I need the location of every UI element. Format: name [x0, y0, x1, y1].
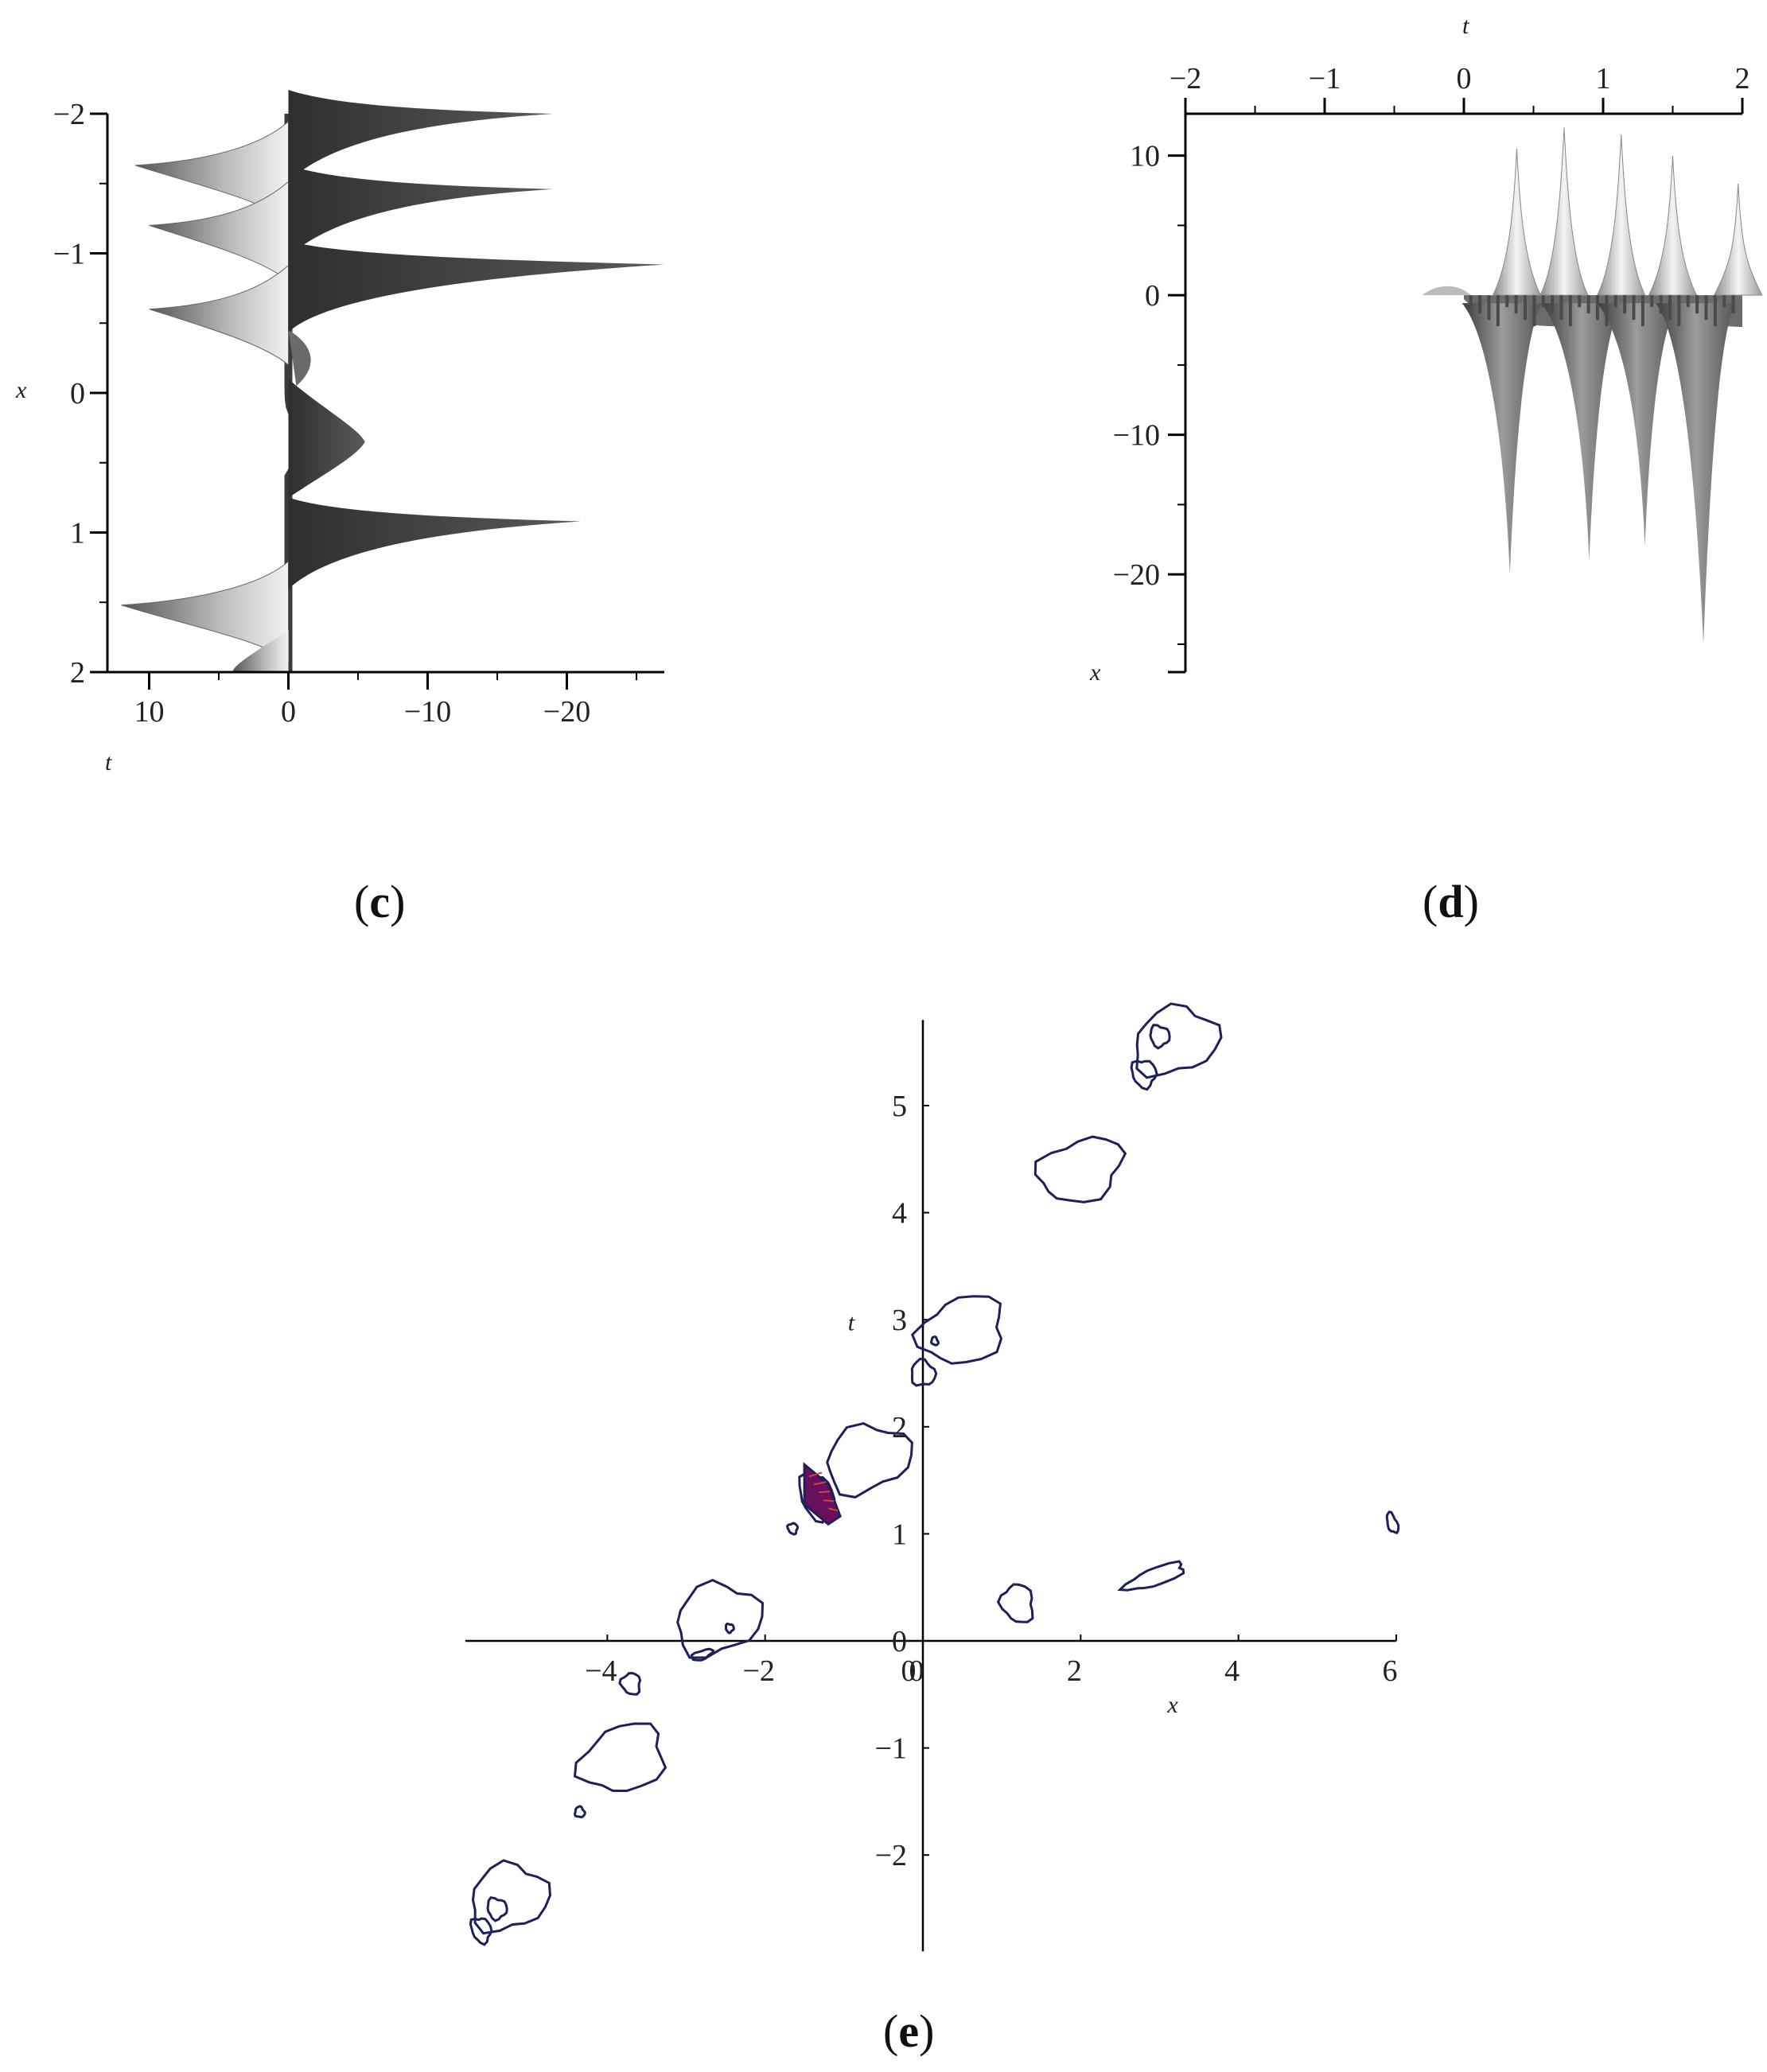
panel-d-x-tick-label: −1 [1309, 62, 1341, 95]
panel-d-x-axis-label: t [1462, 13, 1469, 39]
panel-c-x-tick-label: 0 [281, 695, 296, 729]
panel-e-contour-8 [826, 1422, 913, 1499]
panel-e-x-tick-label: 0 [909, 1654, 924, 1688]
panel-e-y-tick-label: −2 [875, 1839, 907, 1872]
panel-d-spike-down-3 [1597, 303, 1677, 547]
panel-e-contour-5 [910, 1295, 1003, 1365]
panel-e-y-tick-label: 3 [892, 1304, 907, 1337]
panel-c-spike-1 [288, 90, 553, 181]
panel-c-lobe-4 [121, 560, 289, 662]
panel-e-axes: −4 −2 0 2 4 6 0 −2 −1 0 1 2 3 4 5 x t [465, 1020, 1398, 1952]
panel-e-contour-19 [573, 1805, 586, 1819]
panel-e-contour-7 [910, 1357, 938, 1387]
caption-e: (e) [883, 2005, 935, 2057]
panel-d-spike-up-3 [1596, 134, 1646, 296]
panel-e-contour-4 [1033, 1135, 1127, 1203]
panel-c-x-axis-label: t [105, 749, 112, 776]
panel-d-y-tick-label: −10 [1113, 419, 1160, 453]
panel-d-spike-up-1 [1492, 148, 1542, 296]
panel-e-contour-15 [724, 1622, 735, 1635]
panel-d-spike-down-2 [1541, 303, 1621, 561]
panel-d-spike-down-1 [1461, 303, 1542, 575]
panel-d-spike-down-4 [1656, 303, 1735, 644]
panel-c-y-tick-label: 0 [70, 377, 85, 410]
panel-c-bump [288, 379, 365, 498]
panel-d-x-tick-label: −2 [1170, 62, 1201, 95]
panel-c-x-tick-label: −20 [543, 695, 590, 729]
panel-e-contour-3 [1130, 1059, 1158, 1091]
panel-e-y-tick-label: 2 [892, 1411, 907, 1444]
panel-e-contour-17 [618, 1671, 642, 1696]
panel-c-spike-4 [288, 497, 581, 589]
panel-e-dense-contour-line [808, 1471, 823, 1478]
panel-c-bottom-lobe [232, 630, 289, 672]
panel-d-surface [1422, 127, 1763, 644]
panel-e-contour-18 [573, 1722, 667, 1793]
panel-c-x-tick-label: 10 [134, 695, 165, 729]
panel-e-y-tick-label: 4 [892, 1197, 907, 1230]
panel-e-x-tick-label: 2 [1067, 1654, 1082, 1688]
panel-d-y-tick-label: −20 [1113, 558, 1160, 592]
panel-e-contour-1 [1135, 1002, 1223, 1079]
panel-e-y-tick-label: −1 [875, 1732, 907, 1766]
panel-e-contour-16 [690, 1647, 715, 1662]
panel-e-contour-plot: −4 −2 0 2 4 6 0 −2 −1 0 1 2 3 4 5 x t [465, 1002, 1400, 1952]
panel-c-x-tick-label: −10 [404, 695, 451, 729]
panel-e-contours [469, 1002, 1400, 1946]
panel-d-y-tick-label: 10 [1130, 140, 1160, 173]
panel-d-spike-up-2 [1539, 127, 1589, 296]
panel-e-contour-2 [1149, 1024, 1171, 1050]
panel-e-origin-label: 0 [901, 1654, 917, 1688]
panel-c-surface [121, 90, 664, 672]
panel-c-y-tick-label: −1 [53, 238, 85, 271]
caption-c: (c) [354, 876, 406, 927]
panel-e-y-tick-label: 1 [892, 1518, 907, 1551]
panel-e-y-tick-label: 0 [892, 1625, 907, 1658]
panel-d-y-tick-label: 0 [1145, 279, 1160, 313]
panel-c-spike-3 [288, 240, 664, 332]
panel-c-lobe-2 [149, 181, 289, 282]
panel-e-contour-10 [785, 1522, 800, 1536]
panel-d-spike-up-4 [1648, 155, 1698, 296]
panel-e-x-tick-label: 4 [1224, 1654, 1240, 1688]
panel-c-y-tick-label: −2 [53, 98, 85, 131]
panel-e-dense-contour [803, 1462, 842, 1526]
panel-e-contour-20 [471, 1859, 552, 1935]
panel-e-dense-contour-line [813, 1481, 827, 1486]
panel-d-x-tick-label: 1 [1596, 62, 1611, 95]
panel-e-x-axis-label: x [1166, 1692, 1178, 1718]
panel-d-spike-up-5 [1713, 183, 1763, 296]
panel-d-y-axis-label: x [1089, 659, 1101, 686]
panel-e-x-tick-label: −4 [585, 1654, 617, 1688]
panel-e-dense-contour-line [823, 1499, 835, 1502]
panel-e-contour-22 [469, 1917, 493, 1946]
panel-e-contour-13 [1385, 1510, 1400, 1534]
panel-c-spike-2 [288, 165, 553, 257]
panel-d-x-tick-label: 0 [1457, 62, 1472, 95]
panel-e-dense-contour-line [819, 1491, 831, 1494]
panel-e-dense-contour-line [827, 1507, 839, 1512]
panel-d-hump [1422, 286, 1471, 296]
panel-e-contour-6 [929, 1335, 940, 1347]
panel-e-contour-11 [996, 1583, 1034, 1623]
panel-e-x-tick-label: 6 [1383, 1654, 1398, 1688]
panel-c-small-bump [288, 330, 311, 387]
panel-c-y-axis-label: x [15, 377, 27, 403]
panel-e-contour-14 [676, 1578, 765, 1659]
panel-e-y-tick-label: 5 [892, 1090, 907, 1123]
panel-e-contour-21 [486, 1896, 508, 1922]
panel-e-x-tick-label: −2 [742, 1654, 774, 1688]
panel-e-y-axis-label: t [848, 1310, 855, 1336]
panel-d-x-tick-label: 2 [1735, 62, 1750, 95]
panel-c-y-tick-label: 1 [70, 517, 85, 550]
panel-c-lobe-3 [149, 264, 289, 366]
panel-e-contour-12 [1117, 1560, 1185, 1592]
panel-c-y-tick-label: 2 [70, 656, 85, 690]
caption-d: (d) [1423, 876, 1479, 927]
